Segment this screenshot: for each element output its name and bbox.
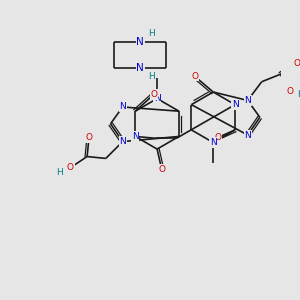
Text: O: O bbox=[286, 87, 293, 96]
Text: O: O bbox=[158, 165, 165, 174]
Text: H: H bbox=[298, 90, 300, 99]
Text: O: O bbox=[67, 163, 74, 172]
Text: N: N bbox=[244, 130, 251, 140]
Text: N: N bbox=[132, 132, 139, 141]
Text: N: N bbox=[136, 63, 144, 73]
Text: H: H bbox=[57, 168, 63, 177]
Text: H: H bbox=[148, 28, 155, 38]
Text: O: O bbox=[215, 133, 222, 142]
Text: N: N bbox=[210, 138, 217, 147]
Text: H: H bbox=[148, 72, 155, 81]
Text: N: N bbox=[232, 100, 238, 109]
Text: N: N bbox=[244, 96, 251, 105]
Text: N: N bbox=[232, 100, 238, 109]
Text: N: N bbox=[154, 94, 160, 103]
Text: O: O bbox=[150, 90, 158, 99]
Text: N: N bbox=[136, 37, 144, 46]
Text: O: O bbox=[191, 72, 198, 81]
Text: N: N bbox=[119, 103, 126, 112]
Text: N: N bbox=[119, 137, 126, 146]
Text: O: O bbox=[294, 58, 300, 68]
Text: O: O bbox=[85, 133, 92, 142]
